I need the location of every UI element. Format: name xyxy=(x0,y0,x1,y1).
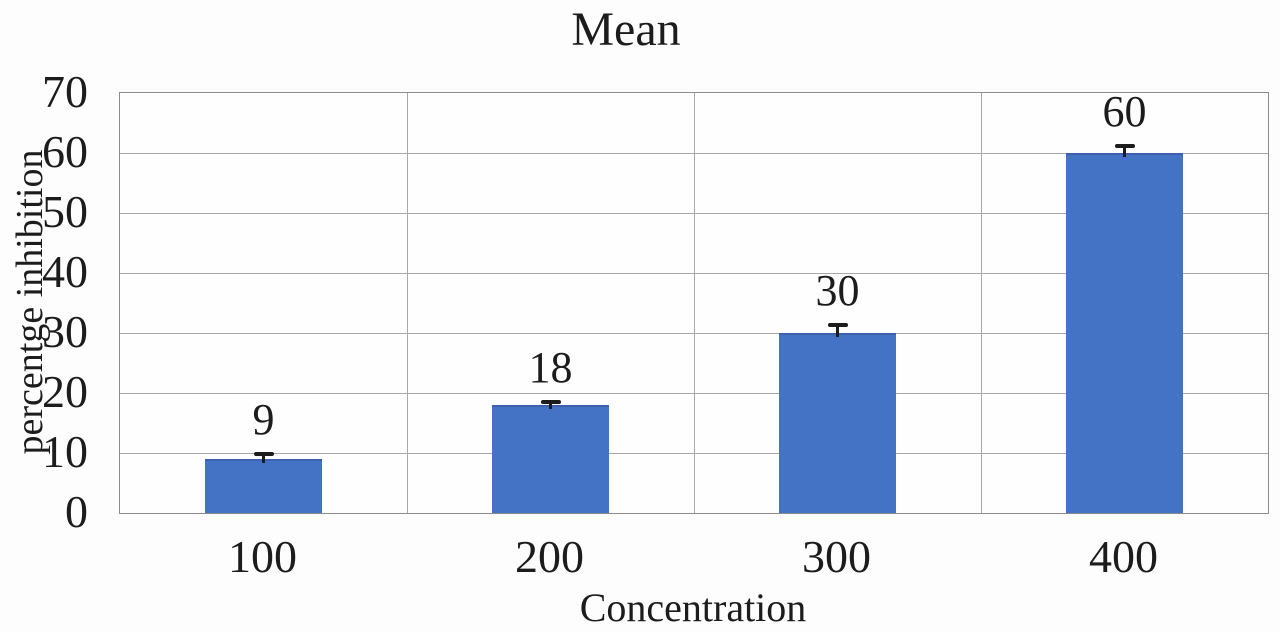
vertical-gridline xyxy=(981,93,982,513)
bar xyxy=(205,459,322,513)
bar-value-label: 30 xyxy=(815,266,860,316)
plot-area: 9 18 30 60 xyxy=(119,87,1269,514)
y-tick-label: 60 xyxy=(42,126,88,177)
y-tick-label: 50 xyxy=(42,186,88,237)
x-tick-label: 100 xyxy=(228,531,297,582)
error-bar-cap xyxy=(1114,144,1135,148)
vertical-gridline xyxy=(407,93,408,513)
y-tick-label: 0 xyxy=(65,486,88,537)
y-tick-label: 20 xyxy=(42,366,88,417)
bar xyxy=(1066,153,1183,513)
bar-value-label: 60 xyxy=(1102,87,1147,136)
x-tick-label: 400 xyxy=(1089,531,1158,582)
error-bar-stem xyxy=(836,323,839,337)
chart-title: Mean xyxy=(571,3,681,56)
error-bar-stem xyxy=(549,400,552,409)
y-tick-label: 70 xyxy=(42,66,88,117)
vertical-gridline xyxy=(694,93,695,513)
bar-value-label: 9 xyxy=(252,394,275,444)
error-bar-cap xyxy=(253,451,274,456)
y-tick-label: 40 xyxy=(42,246,88,297)
error-bar-stem xyxy=(262,451,265,463)
x-axis-label: Concentration xyxy=(579,585,807,630)
bar-value-label: 18 xyxy=(528,343,573,393)
x-tick-label: 300 xyxy=(802,531,871,582)
bar xyxy=(492,405,609,513)
error-bar-cap xyxy=(827,323,848,328)
y-tick-label: 10 xyxy=(42,426,88,477)
error-bar-cap xyxy=(540,400,561,405)
x-tick-label: 200 xyxy=(515,531,584,582)
error-bar-stem xyxy=(1123,144,1126,157)
bar xyxy=(779,333,896,513)
y-tick-label: 30 xyxy=(42,306,88,357)
